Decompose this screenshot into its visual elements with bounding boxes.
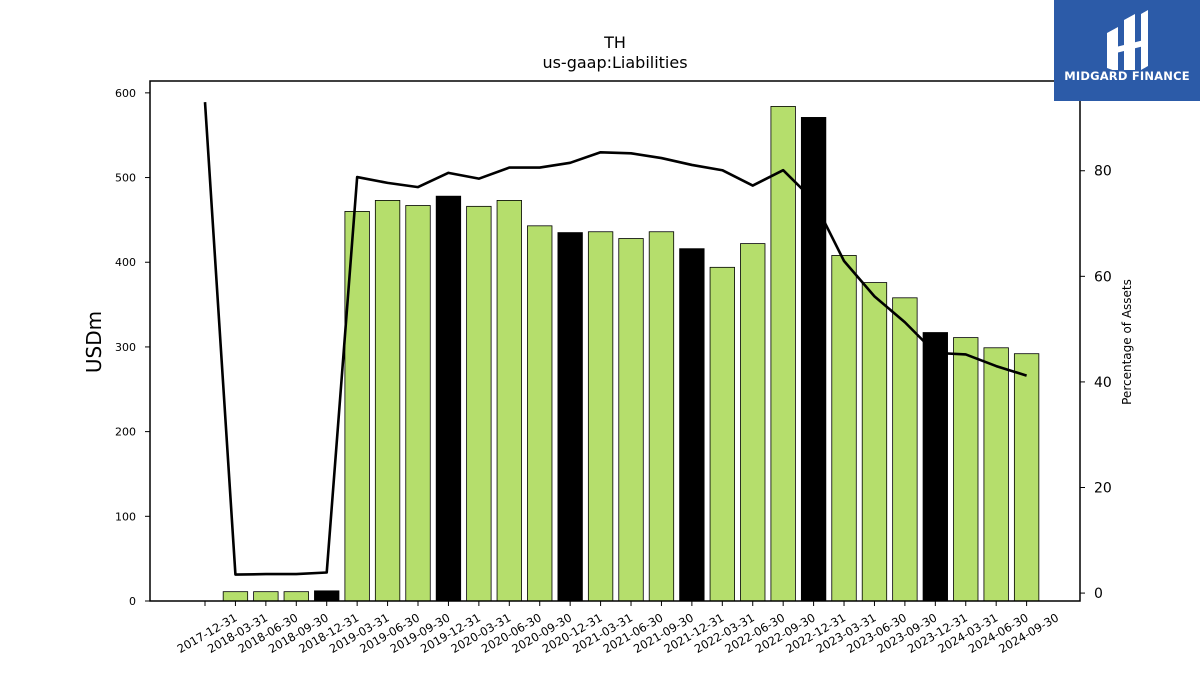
bar-2021-06-30: [618, 238, 644, 602]
y2-axis-label: Percentage of Assets: [1120, 279, 1134, 405]
bar-2018-12-31: [314, 590, 340, 602]
bar-2022-03-31: [709, 266, 735, 602]
bar-2021-12-31: [679, 248, 705, 602]
percentage-of-assets-line: [203, 102, 1027, 576]
y-tick-label: 200: [115, 426, 136, 439]
y2-tick-label: 0: [1094, 586, 1103, 602]
bar-2020-06-30: [496, 200, 522, 602]
y-tick-label: 400: [115, 256, 136, 269]
bar-2024-09-30: [1013, 353, 1040, 602]
bar-2022-09-30: [770, 106, 796, 602]
y-tick-label: 100: [115, 510, 136, 523]
bar-2018-03-31: [222, 591, 249, 602]
bar-2022-12-31: [800, 117, 827, 602]
chart-title: TH: [603, 33, 626, 52]
bar-2019-09-30: [405, 205, 431, 602]
y2-tick-label: 20: [1094, 480, 1112, 496]
y-tick-label: 0: [129, 595, 136, 608]
bar-2022-06-30: [740, 243, 766, 602]
bar-2023-03-31: [831, 255, 857, 602]
bar-2023-12-31: [922, 332, 948, 602]
y-tick-label: 300: [115, 341, 136, 354]
bar-2024-06-30: [983, 347, 1009, 602]
bar-2019-12-31: [435, 195, 462, 602]
plot-frame: [149, 80, 1081, 602]
bar-2018-09-30: [283, 591, 309, 602]
brand-name: MIDGARD FINANCE: [1064, 69, 1190, 83]
y-axis-label: USDm: [82, 311, 106, 373]
bar-2021-09-30: [648, 231, 675, 602]
y2-tick-label: 40: [1094, 375, 1112, 391]
y2-tick-label: 80: [1094, 164, 1112, 180]
y-tick-label: 500: [115, 172, 136, 185]
chart-subtitle: us-gaap:Liabilities: [542, 53, 687, 72]
bar-2018-06-30: [253, 591, 279, 602]
bar-2023-06-30: [861, 282, 888, 602]
y-tick-label: 600: [115, 87, 136, 100]
midgard-logo-icon: [1107, 10, 1148, 70]
bar-2021-03-31: [587, 231, 614, 602]
bar-2023-09-30: [892, 297, 918, 602]
bar-2020-12-31: [557, 232, 583, 602]
bar-2020-03-31: [466, 205, 492, 602]
brand-logo: MIDGARD FINANCE: [1054, 0, 1200, 101]
bar-2019-06-30: [374, 200, 401, 602]
bar-2020-09-30: [527, 225, 553, 602]
y2-tick-label: 60: [1094, 269, 1112, 285]
bar-2019-03-31: [344, 211, 370, 602]
bar-2024-03-31: [953, 337, 979, 602]
